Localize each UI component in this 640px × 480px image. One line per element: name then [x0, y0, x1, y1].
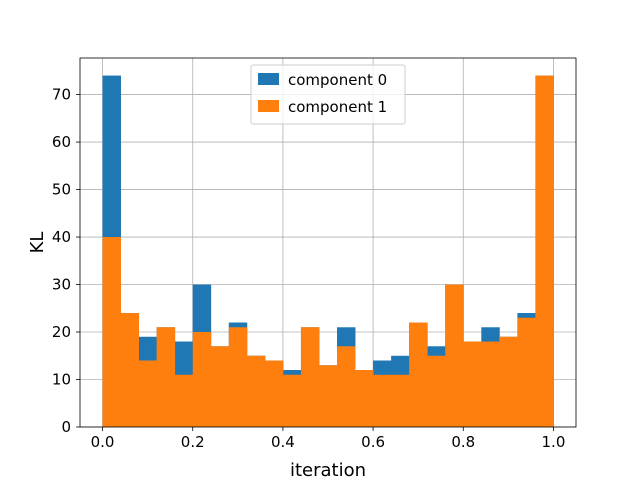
histogram-bar-component-1	[391, 374, 410, 427]
histogram-bar-component-1	[228, 327, 248, 427]
histogram-bar-component-1	[264, 360, 284, 427]
legend-swatch-component-0	[258, 73, 279, 85]
histogram-bar-component-1	[246, 355, 266, 427]
x-tick-label: 0.2	[181, 433, 205, 451]
histogram-bar-component-1	[156, 327, 176, 427]
y-tick-label: 20	[52, 323, 71, 341]
legend-label-component-1: component 1	[288, 98, 387, 116]
histogram-bar-component-1	[174, 374, 194, 427]
x-tick-label: 0.4	[271, 433, 295, 451]
legend: component 0 component 1	[250, 64, 406, 125]
y-tick-label: 0	[61, 418, 71, 436]
y-tick-label: 70	[52, 86, 71, 104]
histogram-bar-component-1	[427, 355, 446, 427]
histogram-bar-component-1	[300, 327, 320, 427]
histogram-bar-component-1	[373, 374, 392, 427]
histogram-bar-component-1	[355, 370, 374, 427]
histogram-bar-component-1	[499, 336, 518, 427]
histogram-bar-component-1	[409, 322, 428, 427]
histogram-bar-component-1	[481, 341, 500, 427]
y-tick-label: 40	[52, 228, 71, 246]
histogram-bars	[102, 75, 554, 428]
histogram-bar-component-1	[282, 374, 302, 427]
x-tick-label: 1.0	[542, 433, 566, 451]
legend-label-component-0: component 0	[288, 71, 387, 89]
y-tick-label: 60	[52, 133, 71, 151]
y-tick-label: 10	[52, 371, 71, 389]
legend-swatch-component-1	[258, 100, 279, 112]
histogram-bar-component-1	[318, 365, 338, 427]
histogram-bar-component-1	[535, 75, 554, 428]
y-tick-label: 30	[52, 276, 71, 294]
x-tick-label: 0.8	[451, 433, 475, 451]
histogram-bar-component-1	[192, 332, 212, 427]
y-axis-label: KL	[27, 232, 48, 254]
histogram-bar-component-1	[120, 313, 140, 427]
y-axis-ticks: 0 10 20 30 40 50 60 70	[52, 86, 80, 436]
histogram-bar-component-1	[445, 284, 464, 427]
x-tick-label: 0.0	[91, 433, 115, 451]
histogram-bar-component-1	[337, 346, 356, 427]
y-tick-label: 50	[52, 181, 71, 199]
plot-frame	[79, 57, 577, 428]
histogram-bar-component-1	[517, 317, 536, 427]
x-axis-ticks: 0.0 0.2 0.4 0.6 0.8 1.0	[91, 427, 566, 451]
histogram-bar-component-1	[138, 360, 158, 427]
x-tick-label: 0.6	[361, 433, 385, 451]
histogram-bar-component-1	[102, 237, 121, 427]
histogram-bar-component-1	[210, 346, 230, 427]
legend-box	[250, 64, 406, 125]
x-axis-label: iteration	[290, 460, 366, 480]
histogram-bar-component-1	[463, 341, 482, 427]
